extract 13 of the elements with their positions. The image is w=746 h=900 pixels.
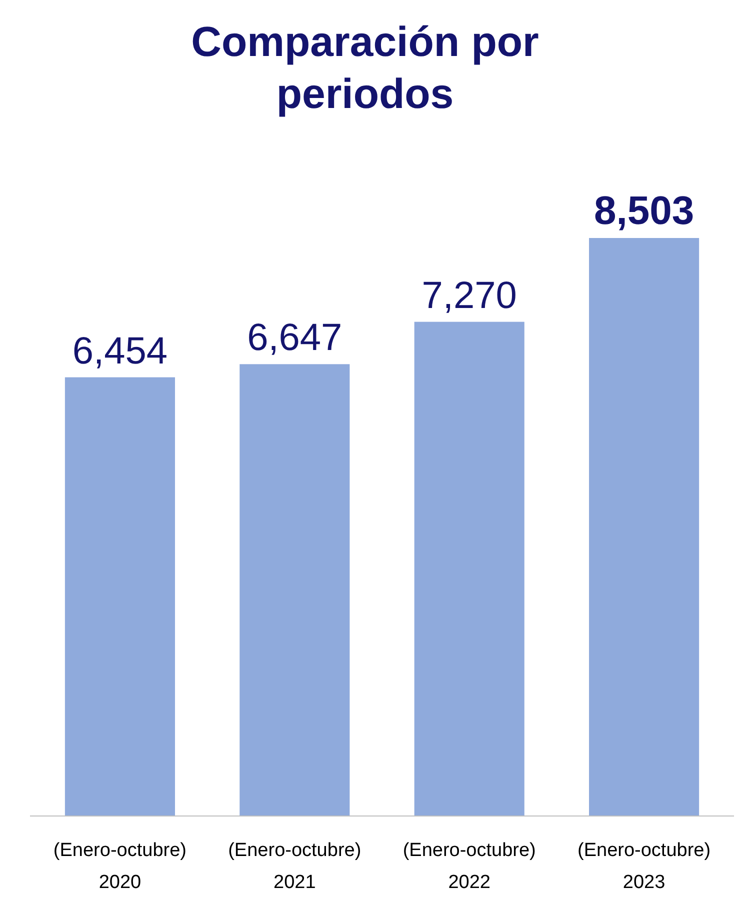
data-label: 7,270 (422, 274, 517, 317)
data-label: 8,503 (594, 189, 694, 233)
chart-title: Comparación por periodos (191, 18, 539, 117)
bar (240, 364, 350, 816)
bar (589, 238, 700, 816)
x-tick-label: (Enero-octubre) 2022 (402, 840, 536, 893)
data-label: 6,454 (72, 330, 168, 372)
bar (414, 322, 524, 816)
bar (64, 377, 175, 816)
data-label: 6,647 (247, 317, 342, 360)
x-tick-label: (Enero-octubre) 2023 (578, 840, 711, 893)
x-tick-label: (Enero-octubre) 2021 (228, 840, 362, 893)
x-tick-label: (Enero-octubre) 2020 (53, 840, 186, 893)
